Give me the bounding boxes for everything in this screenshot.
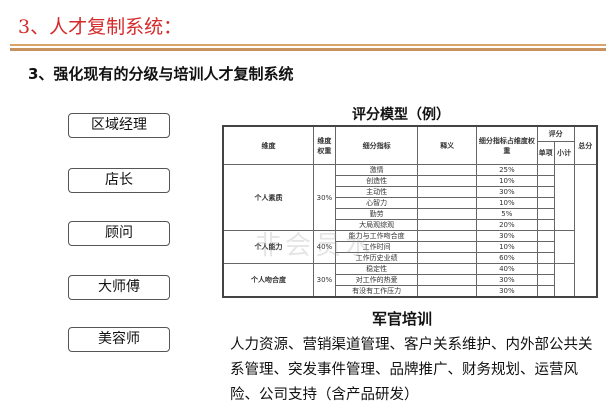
definition-cell: [417, 175, 478, 187]
single-score-cell: [536, 274, 555, 286]
definition-cell: [417, 197, 478, 209]
subtotal-cell: [553, 230, 575, 264]
single-score-cell: [536, 241, 555, 253]
definition-cell: [417, 241, 478, 253]
divider: [10, 44, 606, 46]
single-score-cell: [536, 219, 555, 231]
level-box: 美容师: [68, 327, 170, 352]
training-title: 军官培训: [372, 310, 433, 328]
header-subtotal: 小计: [553, 141, 575, 165]
table-row: 大局观综观 20%: [223, 219, 597, 231]
definition-cell: [417, 263, 478, 275]
sub-weight-cell: 10%: [476, 241, 538, 253]
definition-cell: [417, 164, 478, 176]
model-title: 评分模型（例）: [352, 107, 450, 123]
sub-indicator-cell: 有没有工作压力: [334, 285, 419, 298]
level-box: 区域经理: [68, 113, 170, 138]
watermark: 非会员水: [255, 231, 376, 261]
subtotal-cell: [553, 164, 575, 231]
definition-cell: [417, 285, 478, 298]
table-row: 个人吻合度 30% 稳定性 40%: [222, 263, 597, 298]
sub-weight-cell: 10%: [476, 175, 538, 187]
header-dim: 维度: [222, 125, 314, 165]
divider: [10, 48, 606, 51]
dimension-cell: 个人吻合度: [222, 263, 314, 298]
single-score-cell: [536, 263, 555, 275]
single-score-cell: [536, 186, 555, 198]
table-row: 个人素质 30% 激情 25%: [222, 164, 598, 298]
dimension-cell: 个人素质: [222, 164, 314, 231]
section-subtitle: 3、强化现有的分级与培训人才复制系统: [28, 65, 294, 83]
sub-weight-cell: 25%: [476, 164, 538, 176]
header-total: 总分: [573, 125, 598, 165]
sub-indicator-cell: 稳定性: [334, 263, 419, 275]
header-subweight: 细分指标占维度权重: [476, 125, 538, 165]
level-box: 店长: [68, 168, 170, 193]
sub-indicator-cell: 心智力: [334, 197, 419, 209]
dimension-cell: 个人能力: [222, 230, 314, 264]
sub-weight-cell: 5%: [476, 208, 538, 220]
sub-indicator-cell: 创造性: [334, 175, 419, 187]
sub-weight-cell: 30%: [476, 274, 538, 286]
sub-indicator-cell: 主动性: [334, 186, 419, 198]
dimension-weight-cell: 30%: [312, 263, 336, 298]
single-score-cell: [536, 175, 555, 187]
sub-indicator-cell: 勤劳: [334, 208, 419, 220]
table-row: 个人能力 40% 能力与工作吻合度 30%: [222, 230, 597, 264]
definition-cell: [417, 252, 478, 264]
header-def: 释义: [417, 125, 478, 165]
page-title: 3、人才复制系统：: [18, 16, 183, 38]
sub-indicator-cell: 激情: [334, 164, 419, 176]
table-row: 对工作的热爱 30%: [223, 274, 597, 286]
dimension-weight-cell: 30%: [312, 164, 336, 231]
definition-cell: [417, 186, 478, 198]
sub-weight-cell: 30%: [476, 285, 538, 298]
sub-weight-cell: 30%: [476, 186, 538, 198]
single-score-cell: [536, 285, 555, 298]
level-box: 顾问: [68, 221, 170, 246]
single-score-cell: [536, 208, 555, 220]
single-score-cell: [536, 197, 555, 209]
sub-weight-cell: 20%: [476, 219, 538, 231]
sub-weight-cell: 30%: [476, 230, 538, 242]
definition-cell: [417, 208, 478, 220]
table-row: 有没有工作压力 30%: [223, 285, 597, 298]
score-model-table: 维度 维度权重 细分指标 释义 细分指标占维度权重 评分 总分 单项 小计 个人…: [222, 125, 598, 298]
header-score: 评分: [536, 125, 575, 142]
definition-cell: [417, 230, 478, 242]
level-box: 大师傅: [68, 275, 170, 300]
single-score-cell: [536, 230, 555, 242]
sub-weight-cell: 40%: [476, 263, 538, 275]
definition-cell: [417, 274, 478, 286]
table-row: 工作时间 10%: [223, 241, 597, 253]
single-score-cell: [536, 164, 555, 176]
header-single: 单项: [536, 141, 555, 165]
header-sub: 细分指标: [334, 125, 419, 165]
definition-cell: [417, 219, 478, 231]
table-row: 创造性 10%: [223, 175, 597, 187]
sub-weight-cell: 10%: [476, 197, 538, 209]
training-text: 人力资源、营销渠道管理、客户关系维护、内外部公共关系管理、突发事件管理、品牌推广…: [230, 337, 593, 403]
header-weight: 维度权重: [312, 125, 336, 165]
total-cell: [573, 164, 598, 298]
subtotal-cell: [553, 263, 575, 298]
sub-weight-cell: 60%: [476, 252, 538, 264]
single-score-cell: [536, 252, 555, 264]
sub-indicator-cell: 对工作的热爱: [334, 274, 419, 286]
sub-indicator-cell: 工作时间: [334, 241, 419, 253]
dimension-weight-cell: 40%: [312, 230, 336, 264]
